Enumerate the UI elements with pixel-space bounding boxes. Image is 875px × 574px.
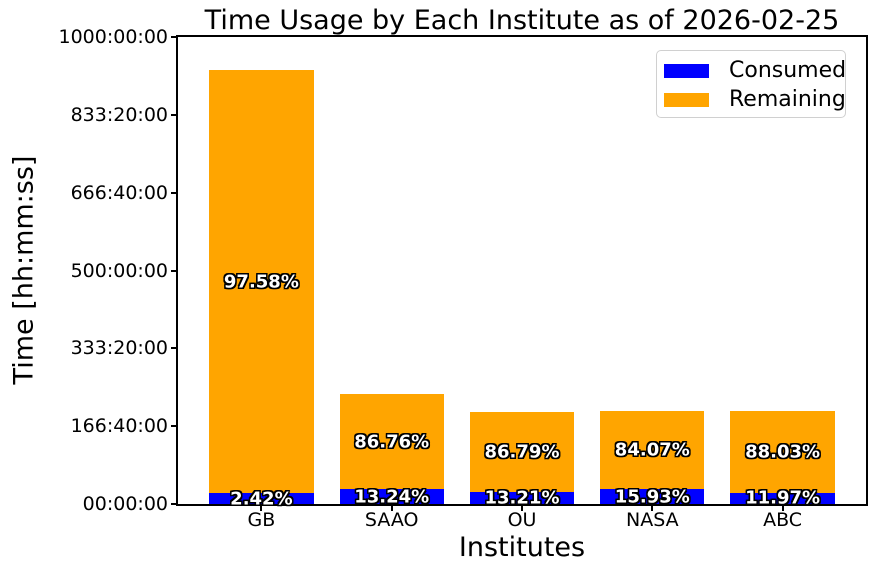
bar-label-consumed: 15.93%	[614, 486, 690, 508]
bar-label-remaining: 86.79%	[484, 441, 560, 463]
consumed-swatch-icon	[664, 63, 709, 78]
y-tick-label: 166:40:00	[70, 415, 168, 438]
chart-title: Time Usage by Each Institute as of 2026-…	[204, 5, 840, 36]
bar-segment-remaining	[339, 394, 444, 490]
y-tick-label: 333:20:00	[70, 337, 168, 360]
y-tick-mark	[171, 269, 176, 272]
x-tick-label: ABC	[763, 509, 803, 531]
legend-item-consumed: Consumed	[657, 56, 847, 85]
bar-label-remaining: 84.07%	[614, 439, 690, 461]
y-tick-mark	[171, 425, 176, 428]
x-tick-mark	[390, 506, 393, 511]
bar-segment-consumed	[730, 492, 835, 504]
bar-segment-consumed	[339, 489, 444, 504]
legend-item-remaining: Remaining	[657, 85, 846, 114]
bar-segment-remaining	[469, 411, 575, 492]
x-tick-label: NASA	[625, 509, 679, 531]
y-tick-label: 00:00:00	[82, 493, 168, 515]
y-tick-label: 1000:00:00	[58, 26, 168, 48]
bar-segment-remaining	[209, 69, 314, 494]
y-tick-mark	[171, 191, 176, 194]
y-tick-mark	[171, 113, 176, 116]
bar-segment-consumed	[469, 491, 575, 504]
y-tick-label: 833:20:00	[70, 103, 168, 126]
y-tick-label: 666:40:00	[70, 181, 168, 204]
x-tick-mark	[260, 506, 263, 511]
y-tick-mark	[171, 503, 176, 505]
bar-label-consumed: 2.42%	[230, 488, 293, 510]
y-tick-mark	[171, 347, 176, 350]
x-tick-label: OU	[507, 509, 537, 531]
bar-segment-consumed	[600, 489, 705, 504]
x-tick-label: SAAO	[364, 509, 419, 531]
bar-label-remaining: 88.03%	[745, 441, 821, 463]
legend: Consumed Remaining	[656, 50, 846, 118]
x-tick-mark	[651, 506, 654, 511]
bar-label-consumed: 11.97%	[745, 487, 821, 509]
bar-segment-consumed	[209, 493, 314, 504]
y-tick-label: 500:00:00	[70, 259, 168, 282]
x-tick-label: GB	[247, 509, 276, 531]
y-tick-mark	[171, 36, 176, 38]
legend-label-consumed: Consumed	[729, 58, 847, 83]
bar-segment-remaining	[600, 411, 705, 490]
bar-label-consumed: 13.24%	[354, 486, 430, 508]
remaining-swatch-icon	[664, 92, 709, 107]
bar-label-remaining: 97.58%	[223, 271, 299, 293]
bar-label-remaining: 86.76%	[354, 431, 430, 453]
x-axis-label: Institutes	[458, 532, 586, 563]
legend-label-remaining: Remaining	[729, 87, 846, 112]
bar-segment-remaining	[730, 410, 835, 493]
x-tick-mark	[521, 506, 523, 511]
x-tick-mark	[781, 506, 784, 511]
bar-label-consumed: 13.21%	[484, 487, 560, 509]
